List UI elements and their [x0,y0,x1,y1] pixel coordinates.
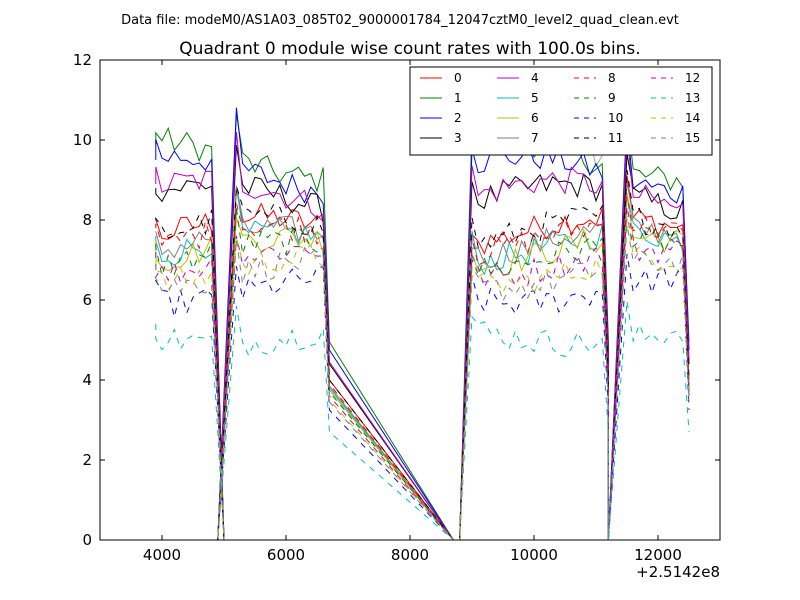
x-tick-label: 4000 [143,546,181,564]
y-tick-label: 12 [73,51,92,69]
series-line-5 [155,186,690,541]
x-offset-label: +2.5142e8 [636,563,720,581]
y-tick-label: 0 [82,531,92,549]
x-tick-label: 10000 [510,546,558,564]
series-line-2 [155,107,690,541]
legend-label-5: 5 [531,91,539,105]
series-line-13 [155,300,690,541]
series-line-1 [155,113,690,541]
x-tick-label: 6000 [267,546,305,564]
legend-label-9: 9 [608,91,616,105]
legend-label-11: 11 [608,131,623,145]
legend-label-3: 3 [454,131,462,145]
legend-label-6: 6 [531,111,539,125]
x-tick-label: 8000 [391,546,429,564]
legend-frame [409,66,713,156]
series-line-10 [155,254,690,541]
y-tick-label: 6 [82,291,92,309]
legend-label-13: 13 [685,91,700,105]
legend-label-7: 7 [531,131,539,145]
chart-title: Quadrant 0 module wise count rates with … [179,39,640,59]
legend-label-4: 4 [531,71,539,85]
y-tick-label: 8 [82,211,92,229]
chart-suptitle: Data file: modeM0/AS1A03_085T02_90000017… [121,13,679,28]
legend-label-14: 14 [685,111,700,125]
y-tick-label: 2 [82,451,92,469]
legend-label-1: 1 [454,91,462,105]
legend-label-0: 0 [454,71,462,85]
series-line-15 [155,224,690,541]
series-layer [155,86,690,541]
x-tick-label: 12000 [634,546,682,564]
legend-label-12: 12 [685,71,700,85]
y-tick-label: 4 [82,371,92,389]
series-line-11 [155,169,690,541]
legend-label-10: 10 [608,111,623,125]
legend-label-15: 15 [685,131,700,145]
legend-label-8: 8 [608,71,616,85]
series-line-8 [155,196,690,541]
legend-label-2: 2 [454,111,462,125]
y-tick-label: 10 [73,131,92,149]
